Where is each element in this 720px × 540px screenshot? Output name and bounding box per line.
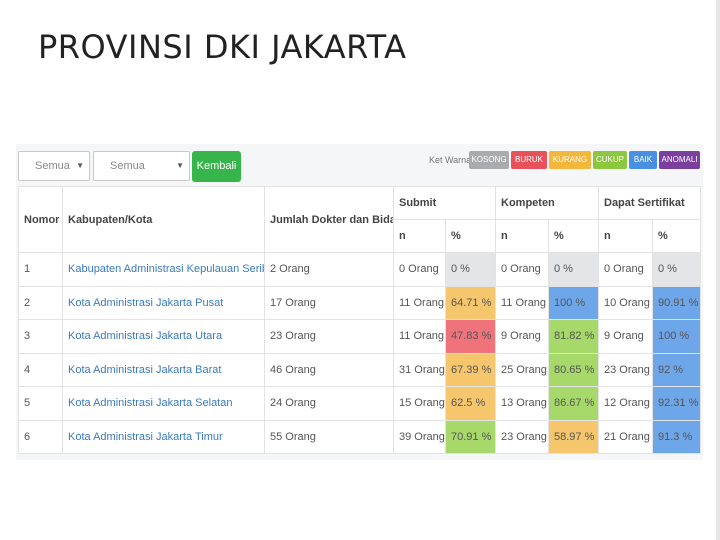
filter-select-1-value: Semua (35, 160, 70, 172)
cell-jumlah: 46 Orang (264, 352, 394, 387)
filter-select-1[interactable]: Semua ▼ (18, 151, 90, 181)
cell-submit-n: 39 Orang (393, 419, 446, 454)
dropdown-arrow-icon: ▼ (176, 161, 184, 170)
region-link[interactable]: Kota Administrasi Jakarta Utara (62, 319, 265, 354)
cell-kompeten-n: 25 Orang (495, 352, 549, 387)
slide-edge-divider (716, 0, 720, 540)
legend-badge-kurang: KURANG (549, 151, 591, 169)
header-submit: Submit (393, 186, 496, 220)
cell-submit-pct: 62.5 % (445, 386, 496, 421)
cell-submit-pct: 47.83 % (445, 319, 496, 354)
cell-submit-n: 11 Orang (393, 285, 446, 320)
cell-kompeten-n: 0 Orang (495, 252, 549, 287)
table-row: 4 Kota Administrasi Jakarta Barat 46 Ora… (18, 352, 702, 387)
header-jumlah: Jumlah Dokter dan Bidan (264, 186, 394, 253)
table-row: 5 Kota Administrasi Jakarta Selatan 24 O… (18, 386, 702, 421)
legend-badge-kosong: KOSONG (469, 151, 509, 169)
cell-nomor: 5 (18, 386, 63, 421)
cell-jumlah: 17 Orang (264, 285, 394, 320)
cell-kompeten-n: 23 Orang (495, 419, 549, 454)
header-sertifikat: Dapat Sertifikat (597, 186, 702, 220)
data-table: Nomor Kabupaten/Kota Jumlah Dokter dan B… (18, 186, 702, 454)
filter-select-2-value: Semua (110, 160, 145, 172)
cell-kompeten-n: 9 Orang (495, 319, 549, 354)
region-link[interactable]: Kota Administrasi Jakarta Timur (62, 419, 265, 454)
cell-jumlah: 23 Orang (264, 319, 394, 354)
cell-nomor: 2 (18, 285, 63, 320)
cell-kompeten-n: 11 Orang (495, 285, 549, 320)
cell-jumlah: 55 Orang (264, 419, 394, 454)
cell-jumlah: 24 Orang (264, 386, 394, 421)
cell-kompeten-pct: 100 % (548, 285, 599, 320)
table-row: 1 Kabupaten Administrasi Kepulauan Serib… (18, 252, 702, 287)
header-kompeten: Kompeten (495, 186, 599, 220)
cell-nomor: 1 (18, 252, 63, 287)
cell-submit-pct: 64.71 % (445, 285, 496, 320)
cell-kompeten-pct: 86.67 % (548, 386, 599, 421)
header-kabupaten: Kabupaten/Kota (62, 186, 265, 253)
cell-kompeten-pct: 81.82 % (548, 319, 599, 354)
dropdown-arrow-icon: ▼ (76, 161, 84, 170)
header-kompeten-n: n (495, 219, 549, 253)
legend-badge-cukup: CUKUP (593, 151, 627, 169)
cell-sertifikat-pct: 100 % (651, 319, 702, 354)
table-row: 2 Kota Administrasi Jakarta Pusat 17 Ora… (18, 285, 702, 320)
legend-badge-buruk: BURUK (511, 151, 547, 169)
cell-kompeten-pct: 0 % (548, 252, 599, 287)
table-row: 3 Kota Administrasi Jakarta Utara 23 Ora… (18, 319, 702, 354)
header-nomor: Nomor (18, 186, 63, 253)
report-panel: Semua ▼ Semua ▼ Kembali Ket Warna: KOSON… (16, 144, 703, 460)
header-submit-pct: % (445, 219, 496, 253)
header-kompeten-pct: % (548, 219, 599, 253)
cell-sertifikat-n: 9 Orang (598, 319, 653, 354)
region-link[interactable]: Kota Administrasi Jakarta Barat (62, 352, 265, 387)
cell-submit-pct: 70.91 % (445, 419, 496, 454)
cell-sertifikat-n: 21 Orang (598, 419, 653, 454)
region-link[interactable]: Kota Administrasi Jakarta Selatan (62, 386, 265, 421)
page-title: PROVINSI DKI JAKARTA (38, 28, 407, 66)
header-submit-n: n (393, 219, 446, 253)
cell-kompeten-pct: 58.97 % (548, 419, 599, 454)
cell-nomor: 6 (18, 419, 63, 454)
legend-badge-baik: BAIK (629, 151, 657, 169)
cell-submit-n: 15 Orang (393, 386, 446, 421)
cell-submit-n: 31 Orang (393, 352, 446, 387)
header-sertifikat-n: n (598, 219, 653, 253)
cell-sertifikat-n: 12 Orang (598, 386, 653, 421)
cell-sertifikat-pct: 92 % (651, 352, 702, 387)
header-sertifikat-pct: % (651, 219, 702, 253)
cell-kompeten-n: 13 Orang (495, 386, 549, 421)
cell-submit-pct: 67.39 % (445, 352, 496, 387)
cell-sertifikat-n: 10 Orang (598, 285, 653, 320)
table-row: 6 Kota Administrasi Jakarta Timur 55 Ora… (18, 419, 702, 454)
cell-sertifikat-pct: 92.31 % (651, 386, 702, 421)
legend-label: Ket Warna: (429, 155, 474, 165)
cell-nomor: 3 (18, 319, 63, 354)
cell-submit-n: 0 Orang (393, 252, 446, 287)
cell-nomor: 4 (18, 352, 63, 387)
cell-sertifikat-pct: 90.91 % (651, 285, 702, 320)
region-link[interactable]: Kota Administrasi Jakarta Pusat (62, 285, 265, 320)
back-button[interactable]: Kembali (192, 151, 241, 182)
filter-select-2[interactable]: Semua ▼ (93, 151, 190, 181)
cell-sertifikat-pct: 91.3 % (651, 419, 702, 454)
cell-kompeten-pct: 80.65 % (548, 352, 599, 387)
cell-sertifikat-n: 23 Orang (598, 352, 653, 387)
cell-jumlah: 2 Orang (264, 252, 394, 287)
cell-submit-n: 11 Orang (393, 319, 446, 354)
cell-submit-pct: 0 % (445, 252, 496, 287)
cell-sertifikat-n: 0 Orang (598, 252, 653, 287)
legend-badge-anomali: ANOMALI (659, 151, 700, 169)
region-link[interactable]: Kabupaten Administrasi Kepulauan Seribu (62, 252, 265, 287)
cell-sertifikat-pct: 0 % (651, 252, 702, 287)
